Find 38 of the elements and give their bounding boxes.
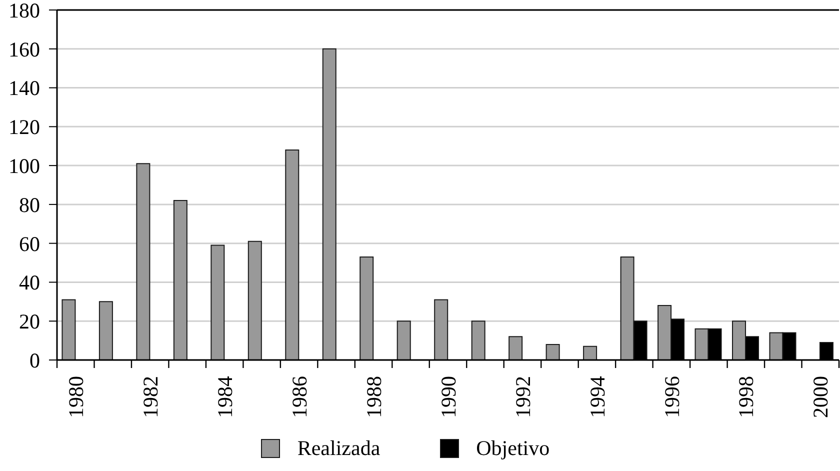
- bar: [360, 256, 374, 360]
- y-tick-label: 120: [8, 115, 40, 140]
- y-tick-label: 180: [8, 0, 40, 22]
- bar: [98, 301, 113, 360]
- bar: [546, 344, 560, 360]
- x-tick-label: 2000: [808, 376, 833, 418]
- bar: [248, 240, 262, 360]
- x-tick-label: 1984: [212, 376, 237, 418]
- x-tick-label: 1990: [436, 376, 460, 418]
- bar: [583, 346, 598, 360]
- y-tick-label: 20: [19, 310, 40, 334]
- bar: [62, 299, 76, 360]
- y-tick-label: 80: [19, 192, 40, 217]
- x-tick-label: 1982: [138, 376, 162, 418]
- y-tick-label: 60: [19, 232, 40, 256]
- bar: [471, 320, 486, 360]
- bar: [136, 163, 150, 360]
- bar: [396, 320, 411, 360]
- y-tick-label: 40: [19, 270, 40, 295]
- bar: [434, 299, 448, 360]
- bar: [322, 48, 336, 360]
- bar: [285, 150, 300, 360]
- y-tick-label: 160: [8, 37, 40, 62]
- bar: [173, 200, 188, 360]
- y-tick-label: 100: [8, 154, 40, 178]
- x-tick-label: 1992: [510, 376, 535, 418]
- y-tick-label: 0: [30, 348, 40, 372]
- x-tick-label: 1988: [362, 376, 386, 418]
- legend-label: Realizada: [297, 436, 380, 461]
- bar: [508, 336, 523, 360]
- x-tick-label: 1986: [287, 376, 312, 418]
- x-tick-label: 1994: [585, 376, 610, 418]
- x-tick-label: 1996: [660, 376, 684, 418]
- legend-label: Objetivo: [476, 436, 550, 461]
- y-tick-label: 140: [8, 76, 40, 100]
- x-tick-label: 1980: [64, 376, 88, 418]
- x-tick-label: 1998: [734, 376, 758, 418]
- bar: [210, 244, 225, 360]
